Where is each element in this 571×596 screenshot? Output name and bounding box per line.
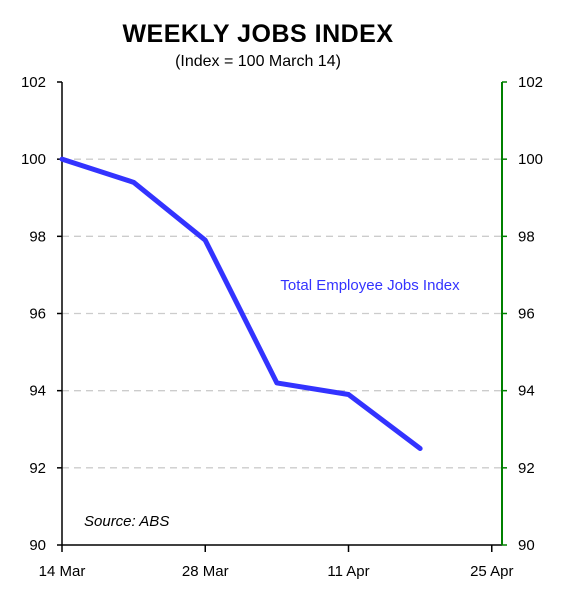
x-tick-label: 28 Mar xyxy=(182,563,229,580)
series-line xyxy=(59,156,423,452)
axis-layer: 90 90 92 92 94 94 96 96 98 98 100 100 102 102 14 Mar 28… xyxy=(21,74,543,580)
y-tick-label-right: 92 xyxy=(518,460,535,477)
y-tick-label-right: 94 xyxy=(518,383,535,400)
y-tick-label-left: 96 xyxy=(29,306,46,323)
y-tick-label-left: 102 xyxy=(21,74,46,91)
series-label: Total Employee Jobs Index xyxy=(280,277,460,294)
y-tick-label-left: 100 xyxy=(21,151,46,168)
y-tick-label-left: 90 xyxy=(29,537,46,554)
x-tick-label: 25 Apr xyxy=(470,563,513,580)
y-tick-label-right: 90 xyxy=(518,537,535,554)
y-tick-label-right: 102 xyxy=(518,74,543,91)
source-note: Source: ABS xyxy=(84,513,169,530)
y-tick-label-right: 100 xyxy=(518,151,543,168)
y-tick-label-right: 96 xyxy=(518,306,535,323)
x-tick-label: 14 Mar xyxy=(39,563,86,580)
y-tick-label-left: 98 xyxy=(29,228,46,245)
y-tick-label-left: 92 xyxy=(29,460,46,477)
y-tick-label-left: 94 xyxy=(29,383,46,400)
grid-layer xyxy=(62,158,502,469)
series-layer xyxy=(59,156,423,452)
chart-title: WEEKLY JOBS INDEX xyxy=(122,20,393,48)
chart-subtitle: (Index = 100 March 14) xyxy=(175,53,341,70)
x-tick-label: 11 Apr xyxy=(327,563,369,580)
y-tick-label-right: 98 xyxy=(518,228,535,245)
